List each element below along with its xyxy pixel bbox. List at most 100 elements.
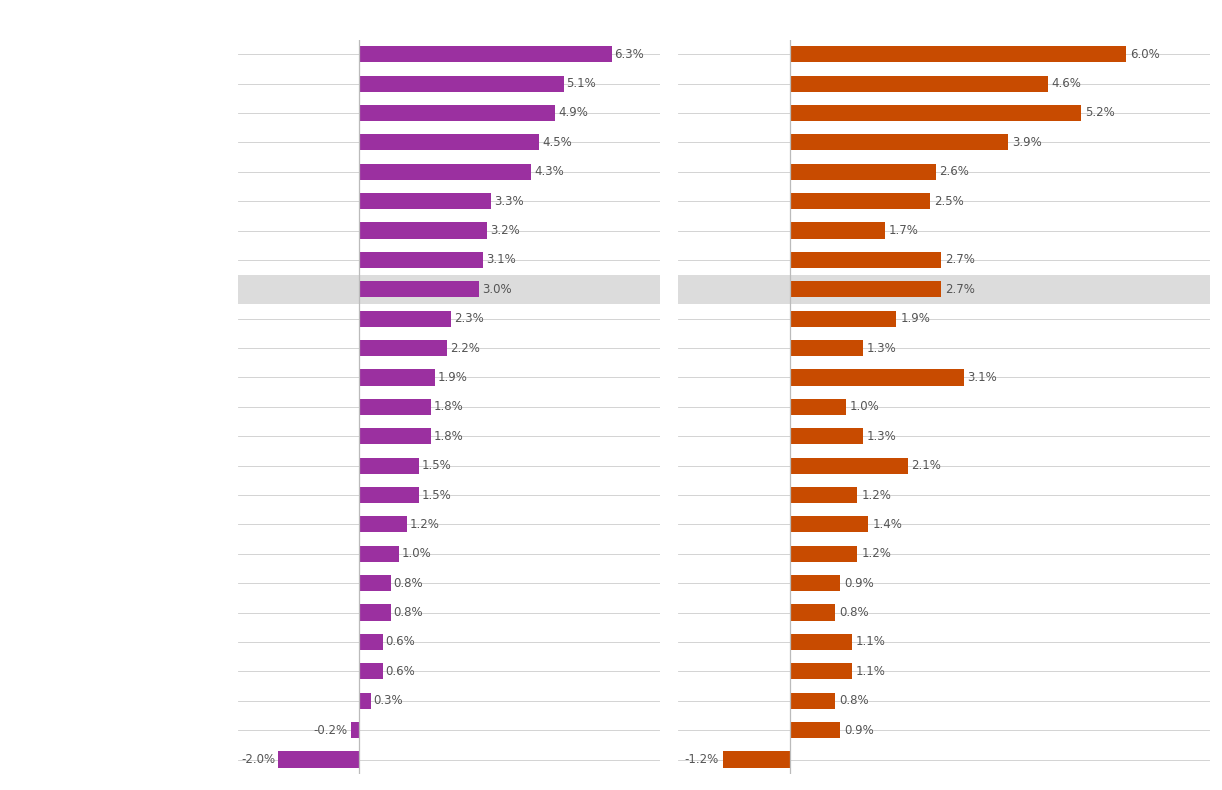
Bar bbox=[791, 164, 936, 180]
Text: 2.7%: 2.7% bbox=[945, 254, 975, 266]
Bar bbox=[791, 693, 835, 709]
Text: 1.2%: 1.2% bbox=[862, 547, 891, 560]
Text: -0.2%: -0.2% bbox=[314, 724, 348, 736]
Bar bbox=[359, 46, 612, 62]
Text: 1.5%: 1.5% bbox=[422, 459, 452, 472]
Text: 4.9%: 4.9% bbox=[558, 107, 588, 119]
Bar bbox=[791, 634, 852, 650]
Bar bbox=[791, 428, 863, 444]
Bar bbox=[359, 546, 398, 562]
Bar bbox=[791, 722, 841, 738]
Text: 1.9%: 1.9% bbox=[437, 371, 468, 384]
Bar bbox=[791, 193, 930, 209]
Text: 3.0%: 3.0% bbox=[481, 283, 512, 295]
Text: 3.2%: 3.2% bbox=[490, 224, 519, 237]
Text: 2.5%: 2.5% bbox=[934, 194, 964, 208]
Bar bbox=[359, 164, 532, 180]
Text: 1.5%: 1.5% bbox=[422, 488, 452, 502]
Text: 1.2%: 1.2% bbox=[862, 488, 891, 502]
Bar bbox=[791, 310, 897, 327]
Text: 0.6%: 0.6% bbox=[386, 635, 415, 649]
Text: 6.0%: 6.0% bbox=[1130, 47, 1160, 61]
Bar bbox=[791, 105, 1081, 121]
Bar bbox=[791, 487, 858, 503]
Text: 4.6%: 4.6% bbox=[1051, 77, 1081, 90]
Text: 1.0%: 1.0% bbox=[402, 547, 431, 560]
Text: 3.1%: 3.1% bbox=[486, 254, 516, 266]
Bar bbox=[791, 370, 964, 386]
Bar bbox=[359, 604, 391, 621]
Text: 2.3%: 2.3% bbox=[453, 312, 484, 325]
Text: 2.1%: 2.1% bbox=[912, 459, 941, 472]
Bar bbox=[359, 457, 419, 474]
Bar bbox=[723, 751, 791, 768]
Bar bbox=[678, 275, 1210, 303]
Text: 0.6%: 0.6% bbox=[386, 665, 415, 678]
Text: 1.2%: 1.2% bbox=[409, 518, 440, 531]
Text: 0.9%: 0.9% bbox=[844, 724, 874, 736]
Bar bbox=[359, 634, 382, 650]
Bar bbox=[238, 275, 660, 303]
Bar bbox=[791, 604, 835, 621]
Bar bbox=[791, 281, 941, 297]
Bar bbox=[791, 340, 863, 356]
Text: 1.8%: 1.8% bbox=[434, 401, 463, 413]
Bar bbox=[359, 310, 451, 327]
Text: 0.8%: 0.8% bbox=[838, 694, 869, 707]
Bar bbox=[791, 664, 852, 679]
Bar bbox=[359, 340, 447, 356]
Bar bbox=[359, 252, 483, 268]
Text: 1.3%: 1.3% bbox=[866, 341, 897, 355]
Bar bbox=[791, 546, 858, 562]
Text: 2.7%: 2.7% bbox=[945, 283, 975, 295]
Bar bbox=[359, 399, 431, 415]
Bar bbox=[791, 517, 869, 532]
Bar bbox=[359, 517, 407, 532]
Bar bbox=[359, 428, 431, 444]
Bar bbox=[359, 105, 556, 121]
Text: 1.3%: 1.3% bbox=[866, 430, 897, 442]
Bar bbox=[791, 46, 1125, 62]
Text: 2.6%: 2.6% bbox=[940, 165, 969, 179]
Bar bbox=[791, 76, 1047, 92]
Text: 0.9%: 0.9% bbox=[844, 577, 874, 589]
Bar bbox=[791, 575, 841, 591]
Bar bbox=[791, 457, 908, 474]
Text: 1.4%: 1.4% bbox=[873, 518, 902, 531]
Bar bbox=[351, 722, 359, 738]
Text: 0.8%: 0.8% bbox=[393, 577, 423, 589]
Bar bbox=[359, 281, 479, 297]
Text: 0.8%: 0.8% bbox=[838, 606, 869, 619]
Bar bbox=[359, 76, 563, 92]
Text: 1.9%: 1.9% bbox=[901, 312, 930, 325]
Text: 2.2%: 2.2% bbox=[450, 341, 480, 355]
Bar bbox=[791, 223, 885, 239]
Text: -1.2%: -1.2% bbox=[684, 753, 719, 766]
Text: 1.1%: 1.1% bbox=[855, 665, 886, 678]
Bar bbox=[791, 399, 846, 415]
Text: 1.7%: 1.7% bbox=[890, 224, 919, 237]
Bar bbox=[359, 370, 435, 386]
Bar bbox=[359, 134, 539, 150]
Text: 3.3%: 3.3% bbox=[494, 194, 524, 208]
Text: 1.1%: 1.1% bbox=[855, 635, 886, 649]
Text: 0.8%: 0.8% bbox=[393, 606, 423, 619]
Bar bbox=[791, 252, 941, 268]
Text: 1.0%: 1.0% bbox=[851, 401, 880, 413]
Text: 3.9%: 3.9% bbox=[1012, 136, 1042, 149]
Text: 4.5%: 4.5% bbox=[543, 136, 572, 149]
Text: 0.3%: 0.3% bbox=[374, 694, 403, 707]
Text: -2.0%: -2.0% bbox=[242, 753, 276, 766]
Text: 1.8%: 1.8% bbox=[434, 430, 463, 442]
Bar bbox=[359, 193, 491, 209]
Text: 6.3%: 6.3% bbox=[615, 47, 644, 61]
Bar bbox=[359, 664, 382, 679]
Bar bbox=[791, 134, 1008, 150]
Bar bbox=[359, 693, 370, 709]
Text: 3.1%: 3.1% bbox=[968, 371, 997, 384]
Text: 5.2%: 5.2% bbox=[1085, 107, 1114, 119]
Bar bbox=[359, 223, 488, 239]
Text: 5.1%: 5.1% bbox=[566, 77, 596, 90]
Bar bbox=[359, 487, 419, 503]
Text: 4.3%: 4.3% bbox=[534, 165, 565, 179]
